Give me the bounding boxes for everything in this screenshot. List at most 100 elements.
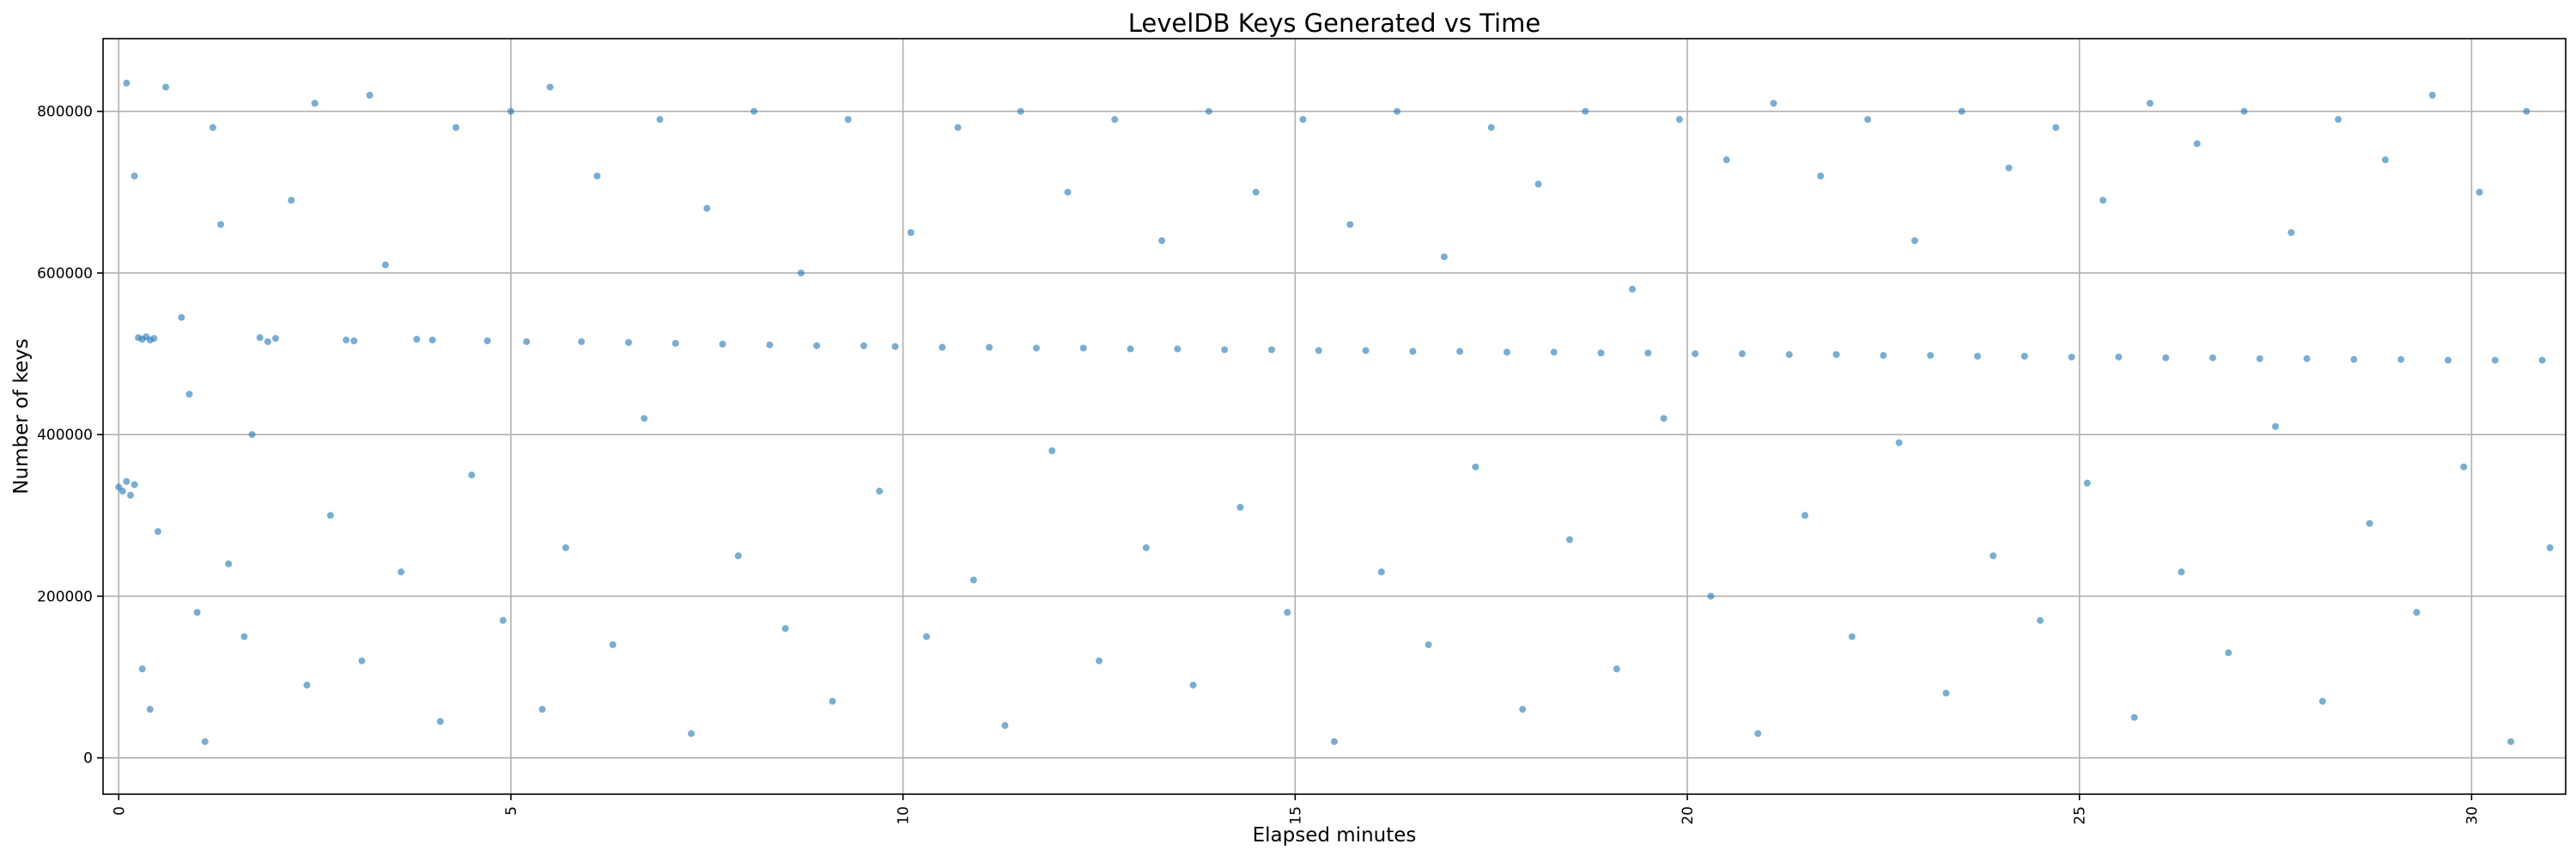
data-point xyxy=(2381,156,2389,164)
data-point xyxy=(1127,345,1134,353)
data-point xyxy=(1817,173,1825,179)
data-point xyxy=(126,491,134,499)
data-point xyxy=(2083,479,2091,487)
data-point xyxy=(1189,681,1197,689)
data-point xyxy=(1472,463,1479,470)
data-point xyxy=(1550,349,1558,356)
x-tick-label: 25 xyxy=(2072,806,2089,825)
data-point xyxy=(2037,616,2044,624)
data-point xyxy=(1534,180,1542,188)
data-point xyxy=(1848,633,1856,640)
data-point xyxy=(969,576,977,584)
data-point xyxy=(719,340,726,348)
data-point xyxy=(350,337,358,344)
data-point xyxy=(734,552,742,560)
data-point xyxy=(1754,730,1762,738)
data-point xyxy=(1770,100,1777,107)
data-point xyxy=(453,124,460,131)
data-point xyxy=(1675,116,1683,124)
data-point xyxy=(1613,665,1620,673)
data-point xyxy=(1079,344,1087,352)
data-point xyxy=(288,197,295,204)
data-point xyxy=(2444,356,2451,364)
data-point xyxy=(185,391,193,398)
data-point xyxy=(303,681,311,689)
x-tick-label: 5 xyxy=(503,806,520,816)
data-point xyxy=(1394,107,1401,115)
data-point xyxy=(343,337,350,344)
data-point xyxy=(1597,349,1605,357)
data-point xyxy=(381,261,389,269)
data-point xyxy=(131,173,138,179)
data-point xyxy=(2335,116,2342,124)
y-tick-label: 200000 xyxy=(37,588,93,605)
data-point xyxy=(609,640,617,648)
data-point xyxy=(118,488,126,495)
data-point xyxy=(2193,140,2201,148)
data-point xyxy=(2546,543,2554,551)
data-point xyxy=(766,341,774,349)
data-point xyxy=(688,730,696,738)
data-point xyxy=(860,342,867,349)
data-point xyxy=(2162,354,2170,361)
chart-title: LevelDB Keys Generated vs Time xyxy=(1128,9,1540,38)
data-point xyxy=(2350,355,2358,363)
data-point xyxy=(1440,253,1448,261)
data-point xyxy=(703,204,711,212)
plot-frame xyxy=(102,38,2567,795)
y-tick-label: 0 xyxy=(83,750,93,768)
data-point xyxy=(2303,355,2311,362)
data-point xyxy=(1566,536,1574,543)
data-point xyxy=(923,633,931,640)
data-point xyxy=(1911,237,1918,245)
data-point xyxy=(2005,164,2013,172)
data-point xyxy=(671,339,679,347)
data-point xyxy=(2256,355,2263,362)
data-point xyxy=(1942,689,1950,697)
data-point xyxy=(2068,353,2075,361)
data-point xyxy=(2287,228,2295,236)
data-point xyxy=(1299,116,1307,124)
data-point xyxy=(1174,345,1182,353)
x-tick-label: 15 xyxy=(1287,806,1304,825)
data-point xyxy=(2523,107,2530,115)
data-point xyxy=(2366,519,2373,527)
data-point xyxy=(656,116,664,124)
data-point xyxy=(562,543,569,551)
y-tick-label: 800000 xyxy=(37,104,93,121)
data-point xyxy=(1801,512,1809,519)
data-point xyxy=(138,665,146,673)
data-point xyxy=(1519,706,1527,713)
data-point xyxy=(1377,568,1385,576)
data-point xyxy=(1409,348,1417,355)
data-point xyxy=(1958,107,1965,115)
data-point xyxy=(2208,354,2216,361)
data-point xyxy=(1252,188,1260,196)
data-point xyxy=(1660,415,1668,422)
data-point xyxy=(1205,107,1212,115)
data-point xyxy=(986,343,993,351)
data-point xyxy=(240,633,248,640)
data-point xyxy=(1456,348,1464,355)
data-point xyxy=(2178,568,2185,576)
data-point xyxy=(248,431,256,439)
data-point xyxy=(413,336,421,343)
data-point xyxy=(781,625,789,633)
data-point xyxy=(1425,640,1432,648)
y-axis-label: Number of keys xyxy=(10,338,33,494)
x-axis-label: Elapsed minutes xyxy=(1253,824,1417,847)
data-point xyxy=(578,337,586,345)
data-point xyxy=(2272,422,2280,430)
data-point xyxy=(358,657,366,665)
data-point xyxy=(1158,237,1166,245)
data-point xyxy=(891,343,899,350)
data-point xyxy=(1331,738,1338,745)
data-point xyxy=(366,91,374,99)
data-point xyxy=(876,488,884,495)
data-point xyxy=(217,221,225,228)
data-point xyxy=(1032,344,1040,352)
data-point xyxy=(1692,350,1699,358)
data-point xyxy=(264,337,271,345)
data-point xyxy=(1095,657,1103,665)
data-point xyxy=(150,335,158,343)
